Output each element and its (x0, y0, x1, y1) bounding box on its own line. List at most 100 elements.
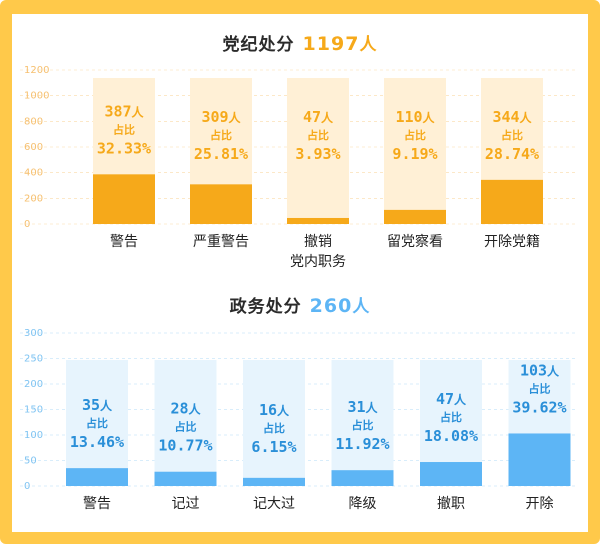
bar-percent-prefix: 占比 (529, 381, 551, 395)
category-label: 警告 (83, 496, 111, 512)
bar-percent-label: 39.62% (512, 398, 566, 416)
y-tick-label: 100 (24, 430, 43, 441)
category-label: 降级 (349, 496, 377, 512)
bar (508, 433, 571, 486)
bar (287, 217, 349, 224)
bar-value-label: 35人 (82, 396, 113, 414)
category-label: 严重警告 (193, 234, 249, 250)
bar-value-label: 309人 (201, 108, 241, 126)
bar-value-unit: 人 (132, 104, 145, 119)
chart-total-unit: 人 (359, 35, 378, 55)
chart-title-text: 政务处分 (229, 297, 302, 317)
bar-percent-prefix: 占比 (210, 128, 232, 142)
bar (190, 184, 252, 224)
bar-percent-label: 9.19% (392, 145, 437, 163)
bar-value: 344 (492, 108, 519, 126)
bar-percent-label: 3.93% (295, 145, 340, 163)
bar-value-label: 110人 (395, 108, 435, 126)
bar (243, 477, 305, 486)
bar (481, 179, 543, 224)
bar-percent-label: 28.74% (485, 145, 539, 163)
y-tick-label: 0 (24, 481, 30, 492)
chart-title-party: 党纪处分 1197人 (0, 30, 600, 55)
bar-background (287, 78, 349, 224)
bar-value-label: 31人 (347, 398, 378, 416)
category-label: 记大过 (253, 496, 295, 512)
bar (66, 468, 128, 486)
bar-percent-label: 32.33% (97, 139, 151, 157)
bar-background (243, 360, 305, 486)
chart-total-value: 260 (309, 295, 353, 317)
bar-value-unit: 人 (100, 398, 113, 413)
bar-percent-label: 6.15% (251, 438, 296, 456)
bar (154, 471, 217, 486)
category-label: 留党察看 (387, 233, 443, 250)
category-label: 党内职务 (290, 254, 346, 270)
bar-value: 47 (436, 390, 454, 408)
bar-value-label: 344人 (492, 108, 532, 126)
bar-value-unit: 人 (321, 110, 334, 125)
bar-background (384, 78, 446, 224)
bar-percent-prefix: 占比 (307, 128, 329, 142)
bar-value: 103 (520, 361, 547, 379)
chart-total-unit: 人 (352, 297, 371, 317)
bar-background (154, 360, 217, 486)
y-tick-label: 250 (24, 354, 43, 365)
bar-percent-prefix: 占比 (352, 418, 374, 432)
bar-percent-label: 18.08% (424, 427, 478, 445)
bar-value-unit: 人 (454, 392, 467, 407)
bar-value-label: 103人 (520, 361, 560, 379)
bar-percent-prefix: 占比 (263, 421, 285, 435)
category-label: 撤职 (437, 496, 465, 512)
bar-value-unit: 人 (189, 402, 202, 417)
category-label: 警告 (110, 234, 138, 250)
bar-percent-label: 13.46% (70, 433, 124, 451)
bar (384, 209, 446, 224)
bar-percent-label: 10.77% (158, 437, 212, 455)
category-label: 撤销 (304, 234, 332, 250)
y-tick-label: 1200 (24, 65, 49, 76)
bar-percent-prefix: 占比 (440, 410, 462, 424)
bar-value-label: 47人 (303, 108, 334, 126)
bar-value-unit: 人 (547, 363, 560, 378)
bar-value-label: 28人 (170, 400, 201, 418)
bar-value: 16 (259, 401, 277, 419)
bar-percent-prefix: 占比 (86, 416, 108, 430)
bar-percent-prefix: 占比 (501, 128, 523, 142)
chart-title-government: 政务处分 260人 (0, 292, 600, 317)
bar-percent-prefix: 占比 (175, 420, 197, 434)
y-tick-label: 800 (24, 116, 43, 127)
bar-value: 31 (347, 398, 365, 416)
bar-value-label: 47人 (436, 390, 467, 408)
y-tick-label: 0 (24, 219, 30, 230)
bar-background (66, 360, 128, 486)
bar-value-unit: 人 (520, 110, 533, 125)
bar-value-unit: 人 (229, 110, 242, 125)
bar-percent-label: 11.92% (335, 435, 389, 453)
y-tick-label: 600 (24, 142, 43, 153)
bar-value: 110 (395, 108, 422, 126)
bar-percent-prefix: 占比 (404, 128, 426, 142)
bar-value: 28 (170, 400, 188, 418)
y-tick-label: 50 (24, 456, 37, 467)
bar (331, 470, 394, 486)
chart-title-text: 党纪处分 (222, 35, 295, 55)
bar-value-unit: 人 (423, 110, 436, 125)
y-tick-label: 1000 (24, 91, 49, 102)
bar-percent-label: 25.81% (194, 145, 248, 163)
bar-percent-prefix: 占比 (113, 122, 135, 136)
bar-value: 309 (201, 108, 228, 126)
y-tick-label: 200 (24, 193, 43, 204)
chart-total-value: 1197 (302, 33, 360, 55)
category-label: 开除 (526, 496, 554, 512)
category-label: 开除党籍 (484, 233, 540, 250)
bar (93, 174, 155, 224)
y-tick-label: 300 (24, 328, 43, 339)
bar-value-unit: 人 (366, 400, 379, 415)
bar-value-unit: 人 (277, 403, 290, 418)
y-tick-label: 150 (24, 405, 43, 416)
bar-background (331, 360, 394, 486)
bar-value: 47 (303, 108, 321, 126)
